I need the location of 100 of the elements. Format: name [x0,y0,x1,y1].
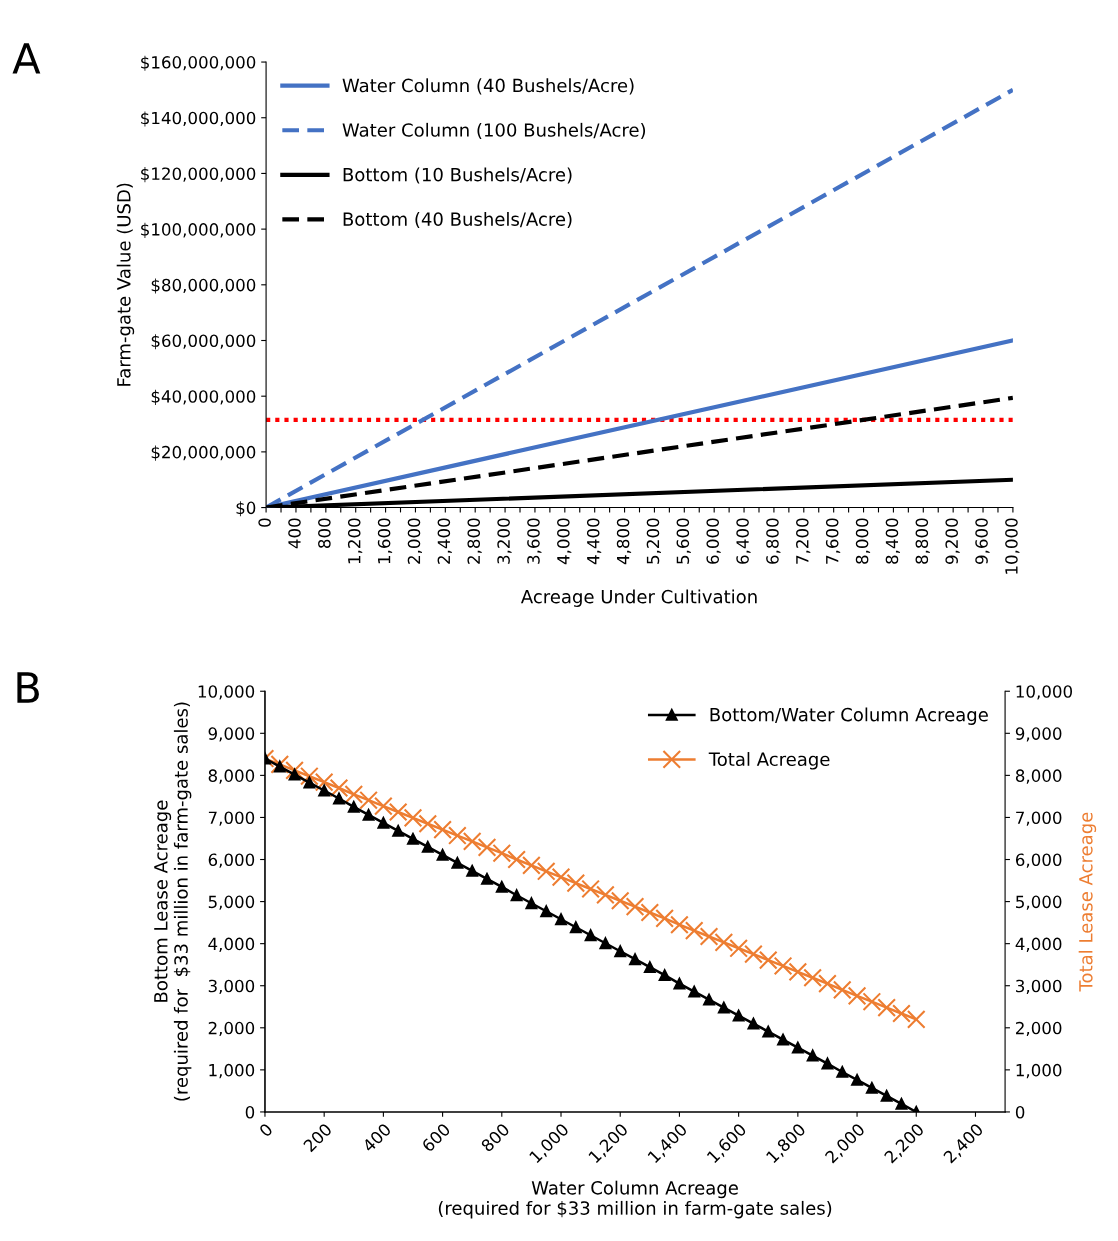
point [448,826,467,845]
x-tick-label: 1,200 [347,518,363,564]
y2-tick-label: 0 [1015,1105,1025,1119]
point [806,1049,819,1062]
x-tick-label: 4,800 [616,518,632,565]
point [551,867,571,887]
x-tick-label: 8,800 [915,518,930,564]
point [836,1066,849,1078]
point [433,820,452,840]
point [451,856,464,869]
x-tick-label: 4,000 [557,518,572,565]
x-tick-label: 1,600 [377,518,393,564]
point [566,873,586,893]
point [314,772,334,792]
legend-label: Bottom (10 Bushels/Acre) [343,167,572,184]
point [466,864,479,877]
y2-tick-label: 7,000 [1016,811,1062,826]
x-tick-label: 5,200 [646,518,661,564]
point [288,768,301,781]
point [333,792,345,805]
x-tick-label: 600 [421,1122,451,1153]
point [818,974,837,993]
point [758,950,778,970]
point [892,1004,911,1023]
x-tick-label: 0 [258,1122,274,1138]
y2-tick-label: 10,000 [1016,685,1073,700]
point [481,872,493,885]
point [777,1033,789,1046]
point [569,921,582,934]
y-tick-label: 1,000 [209,1063,255,1079]
point [640,903,660,922]
point [495,880,508,893]
x-tick-label: 6,000 [706,518,721,564]
y-tick-label: 3,000 [208,979,255,994]
x-tick-label: 200 [302,1122,333,1153]
y-tick-label: 0 [245,1105,255,1119]
y-tick-label: 2,000 [208,1021,255,1037]
point [584,929,597,942]
point [507,850,526,869]
point [540,905,553,918]
y2-tick-label: 2,000 [1016,1021,1062,1037]
point [670,915,689,935]
y-tick-label: 7,000 [208,811,255,826]
point [522,856,541,875]
x-tick-label: 8,000 [855,518,871,564]
point [318,784,331,797]
x-tick-label: 5,600 [676,518,691,564]
y-tick-label: $120,000,000 [141,167,256,183]
point [285,760,304,780]
point [418,814,438,834]
y-tick-label: $60,000,000 [151,334,256,350]
x-tick-label: 3,600 [527,518,542,564]
y2-tick-label: 9,000 [1015,727,1062,742]
point [525,897,538,910]
point [581,879,600,899]
legend-label: Bottom/Water Column Acreage [710,707,988,725]
x-tick-label: 7,600 [825,518,841,564]
point [832,980,852,1000]
point [270,755,290,774]
point [762,1025,775,1038]
point [436,848,449,861]
point [744,944,763,964]
y-tick-label: $140,000,000 [141,111,256,127]
y-axis-title: Bottom Lease Acreage (required for $33 million in farm-gate sales) [154,702,192,1101]
y-tick-label: $80,000,000 [151,278,256,294]
point [658,969,671,982]
point [643,961,656,974]
point [359,790,378,810]
x-tick-label: 0 [258,518,271,527]
point [492,843,512,863]
point [865,1082,878,1094]
point [732,1009,745,1022]
x-tick-label: 2,000 [407,518,422,564]
point [407,833,419,845]
point [610,891,630,911]
legend-label: Water Column (100 Bushels/Acre) [342,122,646,139]
point [273,760,286,773]
legend-label: Bottom (40 Bushels/Acre) [343,211,572,229]
point [374,796,393,816]
point [699,927,719,946]
point [555,913,567,926]
x-tick-label: 2,400 [437,518,452,564]
x-tick-label: 800 [480,1122,511,1153]
x-tick-label: 4,400 [586,518,602,565]
point [714,933,734,952]
y-tick-label: $0 [236,501,256,517]
y-tick-label: 4,000 [208,937,255,952]
x-tick-label: 800 [318,518,331,548]
x-tick-label: 6,400 [736,518,751,564]
point [462,832,482,851]
x-tick-label: 10,000 [1005,518,1020,574]
point [625,897,645,917]
point [596,885,615,905]
legend-label: Total Acreage [708,752,830,770]
y-tick-label: 9,000 [208,727,255,742]
point [773,956,793,976]
point [655,909,674,928]
x-tick-label: 3,200 [497,518,512,564]
point [599,937,612,950]
y2-tick-label: 3,000 [1016,979,1062,994]
